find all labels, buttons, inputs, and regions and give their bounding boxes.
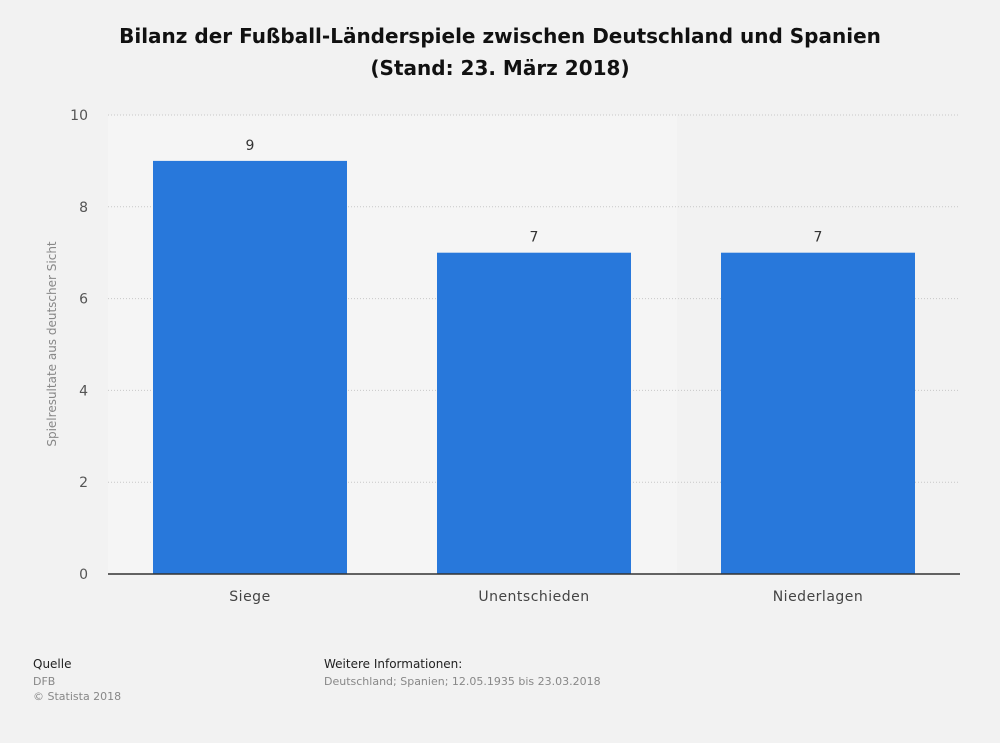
data-label: 7 — [530, 230, 539, 246]
title-line: Bilanz der Fußball-Länderspiele zwischen… — [119, 24, 881, 48]
x-tick-label: Niederlagen — [773, 589, 864, 605]
y-tick-label: 6 — [79, 292, 88, 308]
x-tick-label: Unentschieden — [478, 589, 589, 605]
chart-title: Bilanz der Fußball-Länderspiele zwischen… — [0, 20, 1000, 84]
source-label: Quelle — [33, 657, 72, 671]
y-tick-label: 4 — [79, 383, 88, 399]
data-label: 7 — [814, 230, 823, 246]
data-label: 9 — [246, 138, 255, 154]
bar — [437, 252, 631, 574]
bar — [721, 252, 915, 574]
y-tick-label: 0 — [79, 567, 88, 583]
info-value: Deutschland; Spanien; 12.05.1935 bis 23.… — [324, 675, 601, 688]
subtitle-line: (Stand: 23. März 2018) — [370, 56, 630, 80]
copyright: © Statista 2018 — [33, 690, 122, 703]
x-tick-label: Siege — [229, 589, 270, 605]
y-axis-label: Spielresultate aus deutscher Sicht — [45, 241, 59, 447]
bar — [153, 160, 347, 574]
source-value: DFB — [33, 675, 56, 688]
y-tick-label: 10 — [70, 108, 88, 124]
y-tick-label: 2 — [79, 475, 88, 491]
y-tick-label: 8 — [79, 200, 88, 216]
info-label: Weitere Informationen: — [324, 657, 463, 671]
